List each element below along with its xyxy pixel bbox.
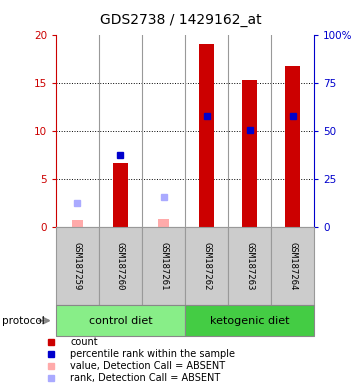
Text: count: count	[70, 337, 98, 347]
Text: GSM187261: GSM187261	[159, 242, 168, 290]
Text: rank, Detection Call = ABSENT: rank, Detection Call = ABSENT	[70, 373, 221, 383]
Text: percentile rank within the sample: percentile rank within the sample	[70, 349, 235, 359]
Bar	[56, 305, 185, 336]
Text: control diet: control diet	[89, 316, 152, 326]
Text: GSM187259: GSM187259	[73, 242, 82, 290]
Text: GSM187262: GSM187262	[202, 242, 211, 290]
Bar	[99, 227, 142, 305]
Text: GSM187263: GSM187263	[245, 242, 254, 290]
Bar	[242, 80, 257, 227]
Bar	[285, 66, 300, 227]
Bar	[113, 163, 128, 227]
Bar	[271, 227, 314, 305]
Bar	[56, 227, 99, 305]
Bar	[72, 220, 83, 227]
Text: value, Detection Call = ABSENT: value, Detection Call = ABSENT	[70, 361, 225, 371]
Bar	[185, 227, 228, 305]
Text: protocol: protocol	[2, 316, 44, 326]
Bar	[228, 227, 271, 305]
Bar	[158, 219, 169, 227]
Text: ketogenic diet: ketogenic diet	[210, 316, 289, 326]
Bar	[199, 44, 214, 227]
Text: GSM187260: GSM187260	[116, 242, 125, 290]
Text: GSM187264: GSM187264	[288, 242, 297, 290]
Bar	[185, 305, 314, 336]
Text: GDS2738 / 1429162_at: GDS2738 / 1429162_at	[100, 13, 261, 27]
Bar	[142, 227, 185, 305]
